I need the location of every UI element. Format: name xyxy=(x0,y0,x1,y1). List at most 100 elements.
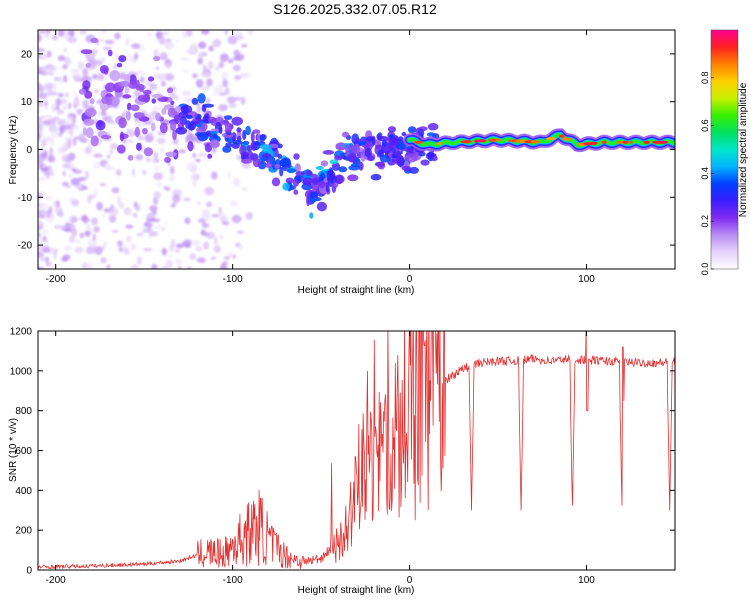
snr-y-tick-label: 200 xyxy=(15,526,32,537)
spectrogram-noise-blob xyxy=(149,205,158,212)
spectrogram-scatter-blob xyxy=(426,152,437,158)
spectrogram-noise-blob xyxy=(203,241,210,250)
spectrogram-scatter-blob xyxy=(124,86,130,94)
spectrogram-noise-blob xyxy=(86,262,93,269)
spectrogram-noise-blob xyxy=(96,201,103,211)
spectrogram-noise-blob xyxy=(62,142,69,151)
colorbar-tick-label: 0.8 xyxy=(700,72,710,85)
spectrogram-noise-blob xyxy=(110,207,118,217)
spectrogram-noise-blob xyxy=(159,52,168,61)
spectrogram-scatter-blob xyxy=(201,122,208,131)
spectrogram-noise-blob xyxy=(135,70,145,76)
spectrogram-noise-blob xyxy=(218,104,228,112)
spectrogram-noise-blob xyxy=(232,64,241,72)
spectrogram-scatter-blob xyxy=(101,96,110,104)
spectrogram-scatter-blob xyxy=(240,158,253,164)
spectrogram-noise-blob xyxy=(82,149,87,153)
spectrogram-noise-blob xyxy=(93,226,100,233)
spectrogram-noise-blob xyxy=(228,252,233,258)
spectrogram-noise-blob xyxy=(51,34,58,41)
spectrogram-scatter-blob xyxy=(155,112,162,122)
spectrogram-noise-blob xyxy=(50,130,56,136)
spectrogram-y-tick-label: 10 xyxy=(21,97,33,108)
spectrogram-noise-blob xyxy=(64,245,72,252)
spectrogram-scatter-blob xyxy=(279,158,291,168)
spectrogram-scatter-blob xyxy=(309,212,314,219)
spectrogram-noise-blob xyxy=(115,169,122,176)
spectrogram-noise-blob xyxy=(183,239,193,245)
spectrogram-scatter-blob xyxy=(222,145,232,153)
spectrogram-scatter-blob xyxy=(250,131,255,143)
spectrogram-scatter-blob xyxy=(170,121,177,131)
spectrogram-scatter-blob xyxy=(327,174,337,184)
spectrogram-scatter-blob xyxy=(292,178,300,187)
spectrogram-noise-blob xyxy=(134,52,139,60)
spectrogram-y-tick-label: -10 xyxy=(18,193,33,204)
spectrogram-noise-blob xyxy=(204,233,210,237)
spectrogram-noise-blob xyxy=(232,56,242,61)
spectrogram-noise-blob xyxy=(74,184,83,189)
spectrogram-noise-blob xyxy=(196,107,202,114)
colorbar-gradient xyxy=(711,30,738,269)
colorbar-tick-label: 0.4 xyxy=(700,167,710,180)
spectrogram-noise-blob xyxy=(163,186,167,190)
spectrogram-noise-blob xyxy=(74,94,79,102)
spectrogram-noise-blob xyxy=(206,201,213,207)
colorbar-frame xyxy=(710,29,739,270)
spectrogram-noise-blob xyxy=(192,153,197,158)
spectrogram-scatter-blob xyxy=(309,191,318,198)
spectrogram-noise-blob xyxy=(132,213,138,218)
spectrogram-noise-blob xyxy=(107,154,111,159)
spectrogram-scatter-blob xyxy=(246,145,253,152)
spectrogram-noise-blob xyxy=(70,224,77,230)
spectrogram-scatter-blob xyxy=(259,144,272,150)
spectrogram-scatter-blob xyxy=(282,182,290,191)
spectrogram-noise-blob xyxy=(87,239,97,248)
spectrogram-noise-blob xyxy=(63,48,67,53)
spectrogram-noise-blob xyxy=(195,79,204,88)
spectrogram-noise-blob xyxy=(162,247,167,256)
spectrogram-noise-blob xyxy=(210,92,218,97)
spectrogram-scatter-blob xyxy=(252,157,261,168)
spectrogram-scatter-blob xyxy=(201,104,207,112)
spectrogram-noise-blob xyxy=(99,183,107,187)
spectrogram-noise-blob xyxy=(91,217,98,226)
spectrogram-noise-blob xyxy=(126,139,134,143)
spectrogram-scatter-blob xyxy=(105,82,116,93)
spectrogram-noise-blob xyxy=(38,52,48,61)
spectrogram-scatter-blob xyxy=(85,63,91,68)
spectrogram-noise-blob xyxy=(38,66,48,72)
spectrogram-ridge-peak xyxy=(488,138,498,142)
spectrogram-ridge-peak xyxy=(460,140,473,144)
snr-y-label: SNR (10 * v/v) xyxy=(8,418,19,482)
spectrogram-scatter-blob xyxy=(320,160,329,167)
spectrogram-noise-blob xyxy=(57,211,64,218)
spectrogram-scatter-blob xyxy=(191,97,199,105)
spectrogram-noise-blob xyxy=(84,230,91,237)
spectrogram-scatter-blob xyxy=(185,114,193,120)
spectrogram-noise-blob xyxy=(178,149,187,154)
snr-series-line xyxy=(38,331,675,570)
spectrogram-noise-blob xyxy=(73,97,80,107)
spectrogram-scatter-blob xyxy=(310,182,322,191)
spectrogram-noise-blob xyxy=(130,243,136,251)
spectrogram-scatter-blob xyxy=(83,118,95,126)
snr-y-tick-label: 400 xyxy=(15,486,32,497)
spectrogram-ridge-peak xyxy=(562,137,573,141)
spectrogram-noise-blob xyxy=(175,39,180,43)
spectrogram-noise-blob xyxy=(38,125,42,135)
spectrogram-noise-blob xyxy=(137,134,144,141)
spectrogram-noise-blob xyxy=(102,213,106,217)
spectrogram-noise-blob xyxy=(124,248,130,255)
spectrogram-noise-blob xyxy=(170,202,176,208)
spectrogram-scatter-blob xyxy=(295,171,305,176)
spectrogram-noise-blob xyxy=(235,217,239,224)
spectrogram-noise-blob xyxy=(196,201,201,206)
spectrogram-noise-blob xyxy=(112,64,118,71)
spectrogram-x-tick-label: 100 xyxy=(578,274,595,285)
spectrogram-noise-blob xyxy=(195,245,203,252)
spectrogram-scatter-blob xyxy=(334,155,343,161)
spectrogram-scatter-blob xyxy=(82,127,88,136)
spectrogram-noise-blob xyxy=(165,62,172,69)
